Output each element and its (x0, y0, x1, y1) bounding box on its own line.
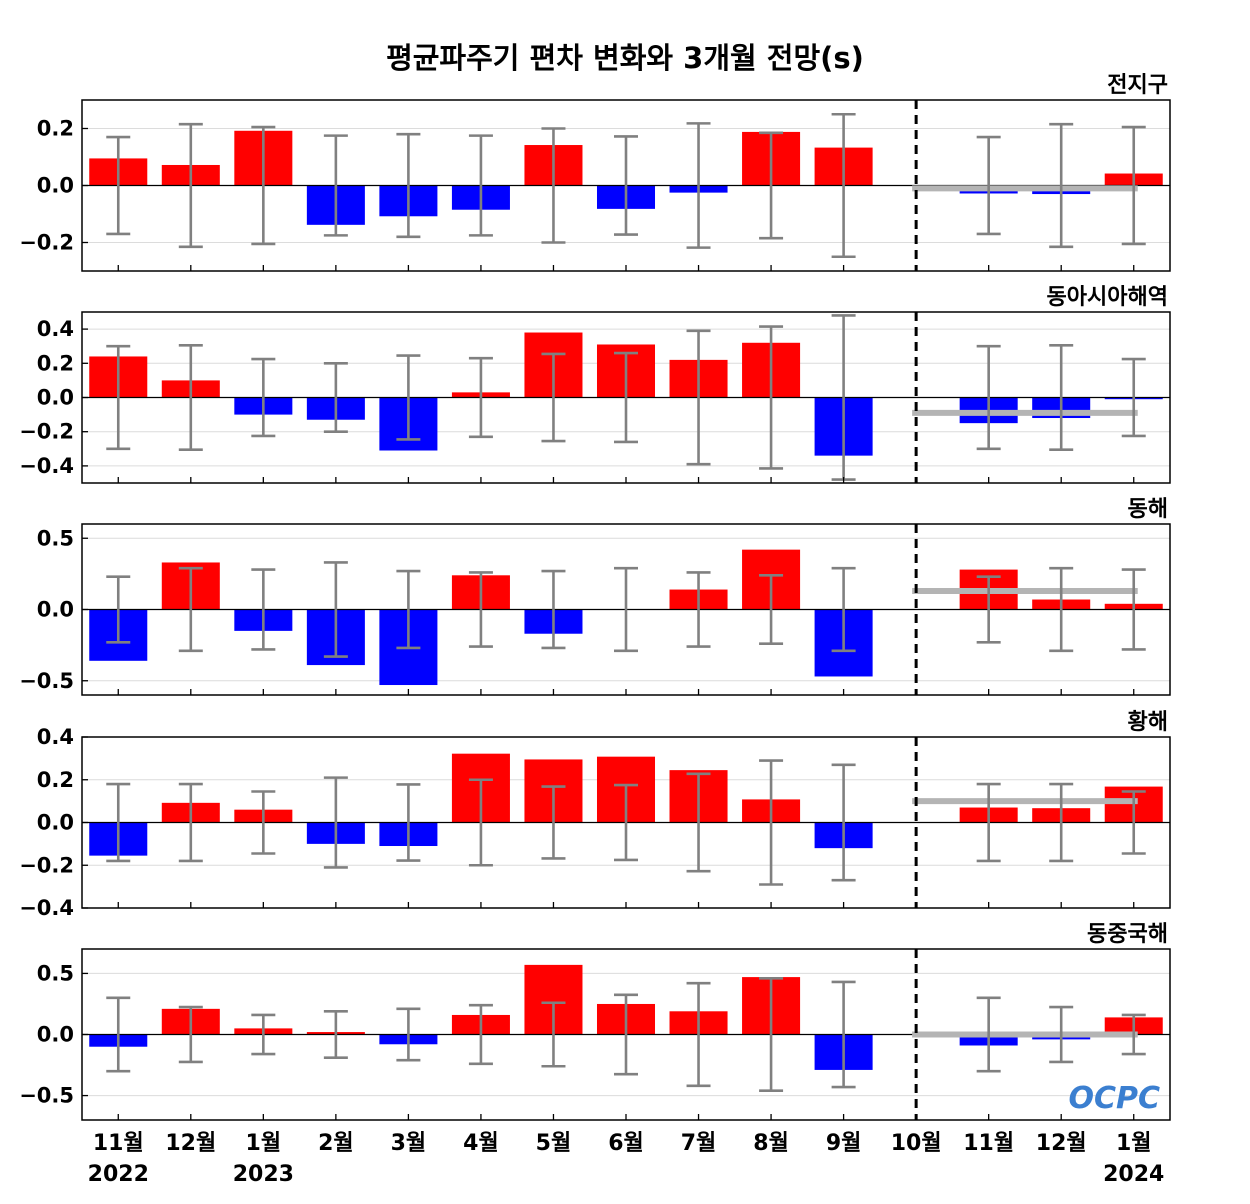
x-tick-label: 8월 (753, 1131, 789, 1156)
x-tick-label: 12월 (165, 1131, 216, 1156)
y-tick-label: −0.4 (19, 896, 74, 920)
panel-2: 동아시아해역 −0.4 −0.2 0.0 0.2 0.4 (19, 285, 1171, 484)
x-tick-label: 6월 (608, 1131, 644, 1156)
ocpc-logo: OCPC (1068, 1081, 1160, 1116)
panel-title: 동아시아해역 (1047, 285, 1168, 310)
x-tick-label: 2월 (318, 1131, 354, 1156)
panel-title: 황해 (1128, 710, 1168, 735)
y-tick-label: 0.0 (37, 811, 74, 835)
y-tick-label: 0.4 (37, 725, 74, 749)
x-tick-label: 1월 (1116, 1131, 1152, 1156)
panel-4: 황해 −0.4 −0.2 0.0 0.2 0.4 (19, 710, 1171, 920)
y-tick-label: −0.4 (19, 454, 74, 478)
y-tick-label: 0.4 (37, 317, 74, 341)
x-year-label: 2022 (88, 1162, 149, 1187)
panel-5: 동중국해 −0.5 0.0 0.5 (19, 922, 1171, 1121)
x-tick-label: 12월 (1036, 1131, 1087, 1156)
x-year-label: 2024 (1103, 1162, 1164, 1187)
x-tick-label: 11월 (93, 1131, 144, 1156)
x-tick-label: 9월 (826, 1131, 862, 1156)
y-tick-label: 0.5 (37, 526, 74, 550)
panel-title: 전지구 (1107, 73, 1168, 98)
chart-title: 평균파주기 편차 변화와 3개월 전망(s) (386, 41, 864, 75)
y-tick-label: −0.5 (19, 669, 74, 693)
y-tick-label: −0.2 (19, 420, 74, 444)
x-tick-label: 11월 (963, 1131, 1014, 1156)
x-tick-label: 3월 (391, 1131, 427, 1156)
y-tick-label: −0.2 (19, 853, 74, 877)
x-tick-label: 5월 (536, 1131, 572, 1156)
y-tick-label: −0.5 (19, 1084, 74, 1108)
y-tick-label: −0.2 (19, 231, 74, 255)
x-year-label: 2023 (233, 1162, 294, 1187)
y-tick-label: 0.0 (37, 174, 74, 198)
y-tick-label: 0.0 (37, 1023, 74, 1047)
y-tick-label: 0.0 (37, 598, 74, 622)
x-tick-label: 7월 (681, 1131, 717, 1156)
y-tick-label: 0.5 (37, 961, 74, 985)
x-tick-label: 4월 (463, 1131, 499, 1156)
x-tick-label: 10월 (891, 1131, 942, 1156)
panel-title: 동중국해 (1087, 922, 1168, 947)
panel-title: 동해 (1128, 497, 1168, 522)
y-tick-label: 0.2 (37, 117, 74, 141)
y-tick-label: 0.2 (37, 768, 74, 792)
x-tick-label: 1월 (246, 1131, 282, 1156)
panel-1: 전지구 −0.2 0.0 0.2 (19, 73, 1171, 272)
y-tick-label: 0.2 (37, 351, 74, 375)
y-tick-label: 0.0 (37, 386, 74, 410)
panel-3: 동해 −0.5 0.0 0.5 (19, 497, 1171, 696)
